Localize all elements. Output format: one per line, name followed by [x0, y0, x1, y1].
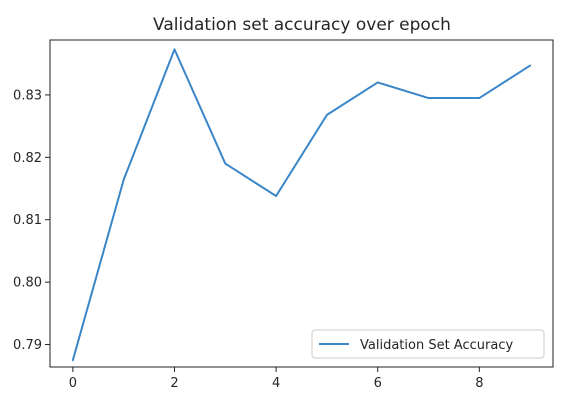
- x-tick-label: 0: [69, 376, 77, 391]
- legend: Validation Set Accuracy: [312, 330, 544, 358]
- y-tick-label: 0.79: [13, 338, 42, 353]
- series-layer: [73, 49, 530, 360]
- y-tick-label: 0.83: [13, 88, 42, 103]
- x-tick-label: 6: [374, 376, 382, 391]
- legend-label: Validation Set Accuracy: [360, 338, 513, 353]
- y-tick-label: 0.80: [13, 276, 42, 291]
- y-tick-label: 0.81: [13, 213, 42, 228]
- series-line-validation-accuracy: [73, 49, 530, 360]
- x-tick-label: 8: [475, 376, 483, 391]
- x-tick-label: 2: [170, 376, 178, 391]
- plot-area-frame: [50, 40, 553, 367]
- x-axis: 0 2 4 6 8: [69, 367, 484, 391]
- chart-title: Validation set accuracy over epoch: [153, 15, 451, 35]
- x-tick-label: 4: [272, 376, 280, 391]
- y-tick-label: 0.82: [13, 151, 42, 166]
- y-axis: 0.79 0.80 0.81 0.82 0.83: [13, 88, 50, 353]
